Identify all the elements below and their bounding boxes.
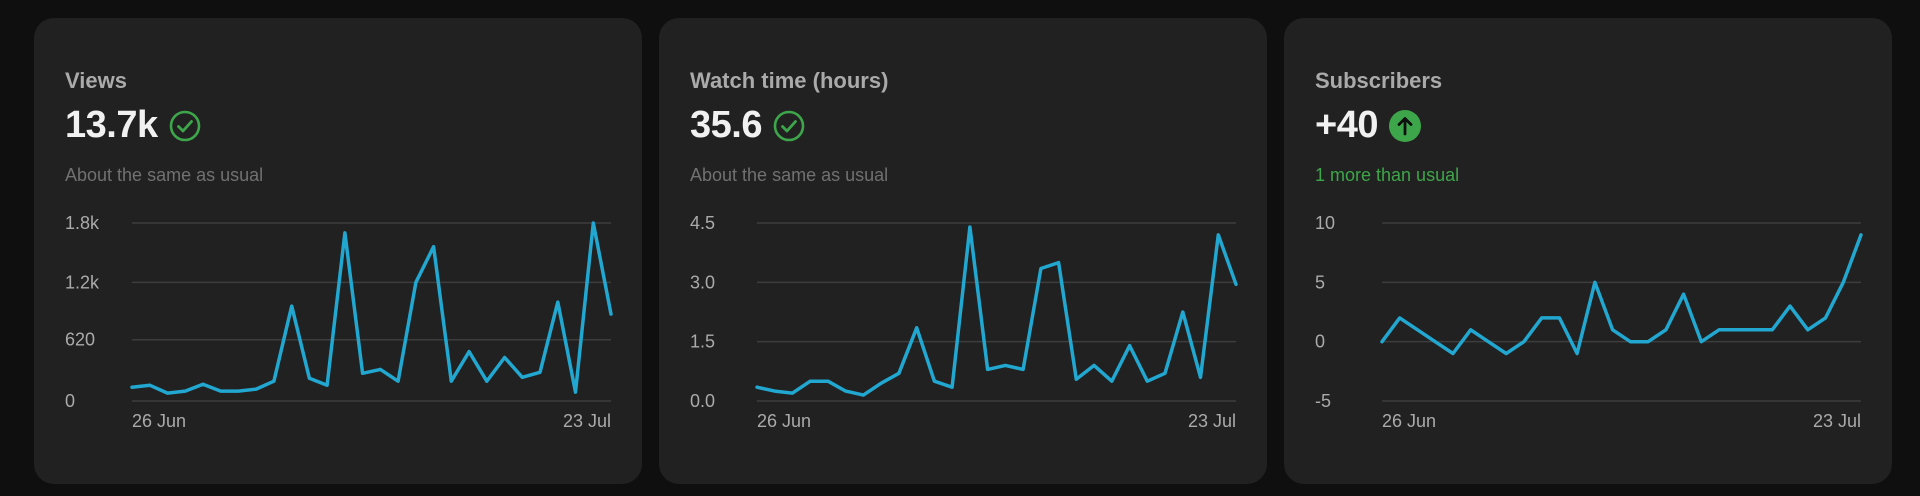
y-tick-label: 5 bbox=[1315, 272, 1325, 292]
card-subtitle: About the same as usual bbox=[690, 165, 889, 185]
subscribers-chart: -5 0 5 10 26 Jun 23 Jul bbox=[1315, 213, 1863, 431]
subscribers-card[interactable]: Subscribers +40 1 more than usual -5 0 5 10… bbox=[1284, 18, 1892, 484]
series-line bbox=[755, 225, 1238, 397]
check-circle-icon bbox=[168, 109, 202, 143]
metric-row: 13.7k bbox=[65, 104, 202, 147]
views-chart: 0 620 1.2k 1.8k 26 Jun 23 Jul bbox=[65, 213, 613, 431]
metric-value: 35.6 bbox=[690, 104, 762, 146]
x-start-label: 26 Jun bbox=[132, 411, 186, 431]
analytics-cards: Views 13.7k About the same as usual 0 620… bbox=[34, 18, 1892, 484]
y-tick-label: 0 bbox=[1315, 332, 1325, 352]
card-subtitle: 1 more than usual bbox=[1315, 165, 1460, 185]
series-line bbox=[130, 221, 613, 395]
metric-row: +40 bbox=[1315, 104, 1422, 147]
card-title: Subscribers bbox=[1315, 68, 1443, 93]
watch-time-card[interactable]: Watch time (hours) 35.6 About the same a… bbox=[659, 18, 1267, 484]
y-tick-label: 10 bbox=[1315, 213, 1335, 233]
x-end-label: 23 Jul bbox=[563, 411, 611, 431]
series-line bbox=[1380, 233, 1863, 356]
y-tick-label: 0.0 bbox=[690, 391, 715, 411]
card-title: Watch time (hours) bbox=[690, 68, 889, 93]
y-tick-label: 1.5 bbox=[690, 332, 715, 352]
x-start-label: 26 Jun bbox=[757, 411, 811, 431]
x-end-label: 23 Jul bbox=[1813, 411, 1861, 431]
y-tick-label: 1.2k bbox=[65, 272, 100, 292]
card-subtitle: About the same as usual bbox=[65, 165, 264, 185]
x-end-label: 23 Jul bbox=[1188, 411, 1236, 431]
metric-value: +40 bbox=[1315, 104, 1378, 146]
y-tick-label: 0 bbox=[65, 391, 75, 411]
card-title: Views bbox=[65, 68, 127, 93]
arrow-up-circle-icon bbox=[1388, 109, 1422, 143]
x-start-label: 26 Jun bbox=[1382, 411, 1436, 431]
watch-time-chart: 0.0 1.5 3.0 4.5 26 Jun 23 Jul bbox=[690, 213, 1238, 431]
y-tick-label: 4.5 bbox=[690, 213, 715, 233]
views-card[interactable]: Views 13.7k About the same as usual 0 620… bbox=[34, 18, 642, 484]
check-circle-icon bbox=[772, 109, 806, 143]
y-tick-label: 3.0 bbox=[690, 272, 715, 292]
y-tick-label: 1.8k bbox=[65, 213, 100, 233]
y-tick-label: -5 bbox=[1315, 391, 1331, 411]
metric-row: 35.6 bbox=[690, 104, 806, 147]
metric-value: 13.7k bbox=[65, 104, 158, 146]
y-tick-label: 620 bbox=[65, 330, 95, 350]
